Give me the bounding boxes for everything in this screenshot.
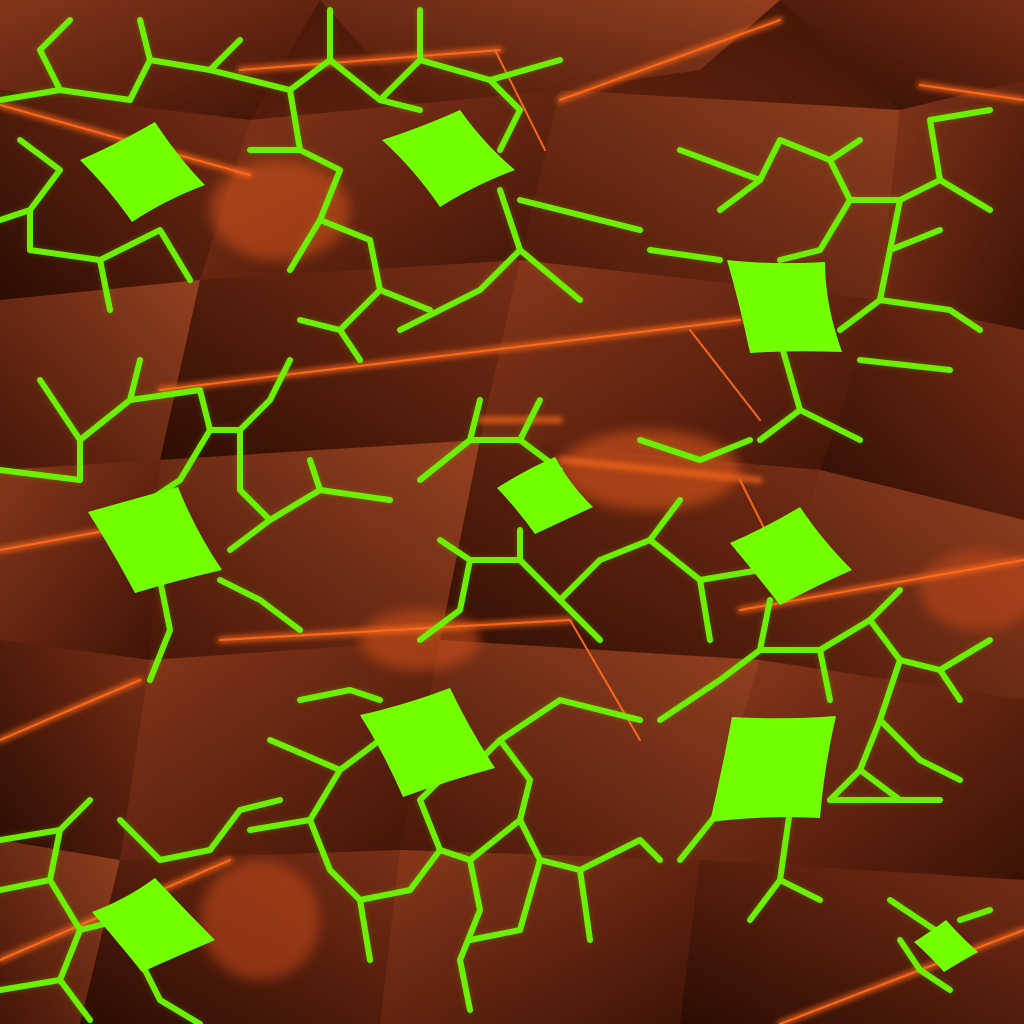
green-tile — [88, 487, 222, 593]
green-tile — [727, 260, 842, 353]
green-tile — [360, 688, 495, 797]
green-tile — [914, 920, 978, 972]
green-tiles — [80, 110, 978, 972]
green-tile — [497, 457, 593, 534]
green-tile — [382, 110, 515, 207]
green-vein-network — [0, 10, 990, 1024]
green-tile — [730, 507, 852, 605]
green-tile — [80, 122, 205, 222]
green-tile — [92, 878, 215, 972]
green-tile — [710, 716, 836, 822]
